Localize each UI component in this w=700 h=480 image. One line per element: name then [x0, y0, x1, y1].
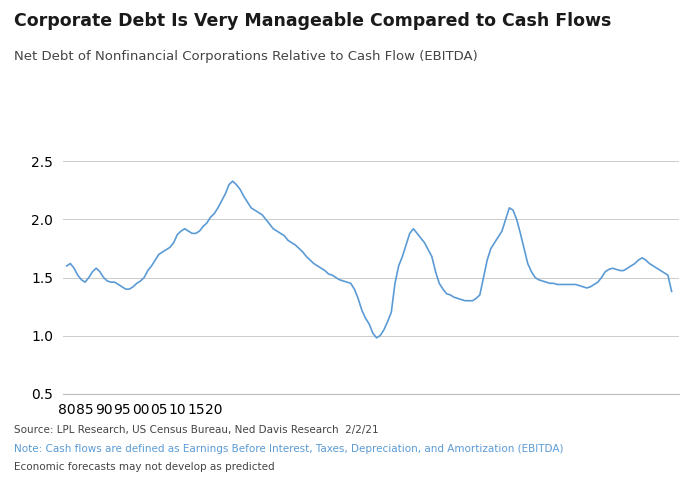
Text: Economic forecasts may not develop as predicted: Economic forecasts may not develop as pr… — [14, 462, 274, 472]
Text: Corporate Debt Is Very Manageable Compared to Cash Flows: Corporate Debt Is Very Manageable Compar… — [14, 12, 611, 30]
Text: Net Debt of Nonfinancial Corporations Relative to Cash Flow (EBITDA): Net Debt of Nonfinancial Corporations Re… — [14, 50, 477, 63]
Text: Source: LPL Research, US Census Bureau, Ned Davis Research  2/2/21: Source: LPL Research, US Census Bureau, … — [14, 425, 379, 435]
Text: Note: Cash flows are defined as Earnings Before Interest, Taxes, Depreciation, a: Note: Cash flows are defined as Earnings… — [14, 444, 564, 454]
